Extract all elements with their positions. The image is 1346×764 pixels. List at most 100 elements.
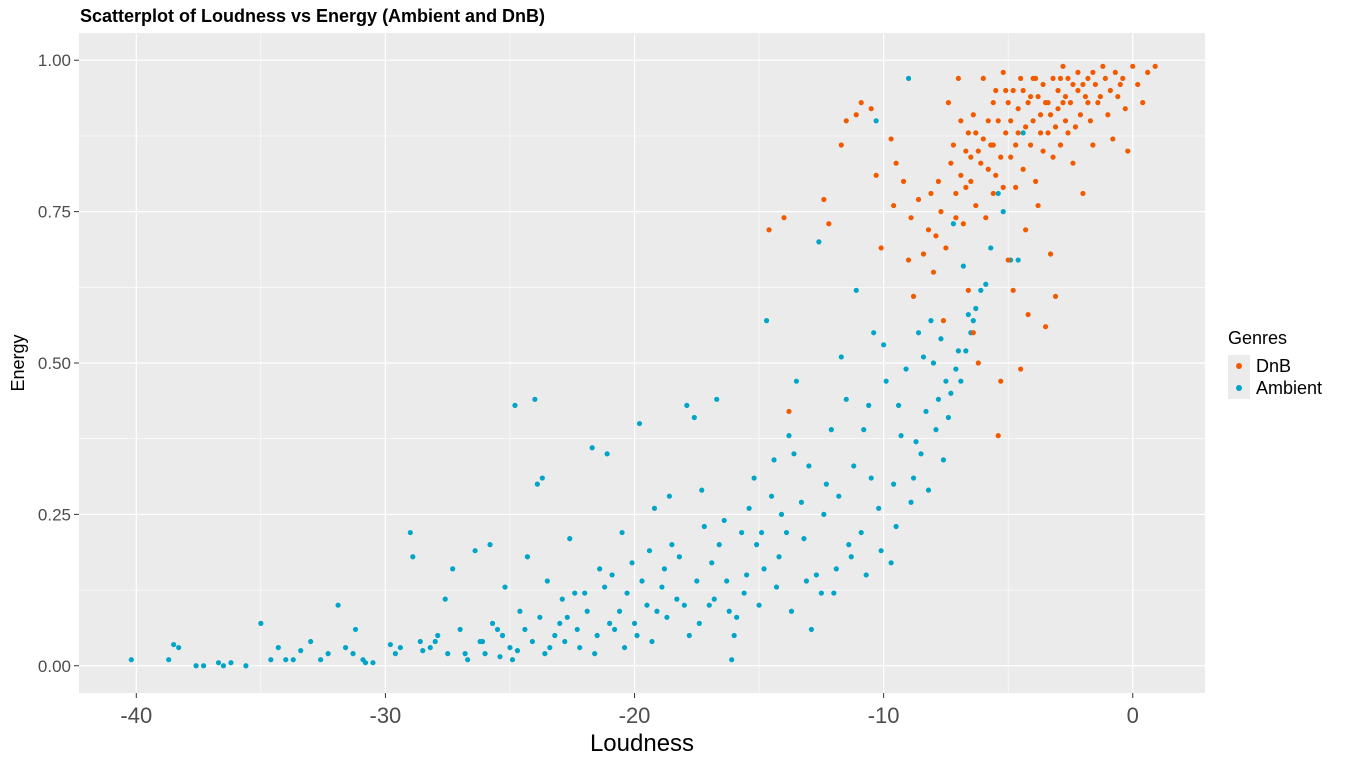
point-dnb — [1062, 93, 1069, 100]
point-ambient — [258, 620, 264, 626]
point-dnb — [1015, 130, 1021, 136]
point-dnb — [1105, 112, 1111, 118]
point-dnb — [1090, 142, 1096, 148]
point-ambient — [786, 433, 792, 439]
point-ambient — [445, 651, 451, 657]
point-ambient — [604, 451, 610, 457]
point-ambient — [522, 626, 528, 633]
point-ambient — [193, 663, 199, 669]
point-dnb — [908, 215, 914, 221]
point-ambient — [881, 342, 887, 348]
point-dnb — [1087, 118, 1094, 124]
point-ambient — [751, 475, 757, 481]
point-dnb — [1097, 93, 1103, 100]
point-ambient — [978, 287, 984, 293]
point-ambient — [674, 596, 680, 602]
point-ambient — [612, 626, 618, 633]
point-dnb — [1023, 227, 1029, 233]
point-ambient — [243, 663, 249, 669]
point-dnb — [1055, 87, 1061, 94]
point-dnb — [970, 112, 976, 118]
point-dnb — [1050, 75, 1056, 82]
point-dnb — [965, 130, 971, 136]
point-ambient — [268, 657, 274, 663]
point-dnb — [1057, 142, 1064, 148]
point-ambient — [298, 648, 304, 654]
point-dnb — [1130, 63, 1136, 69]
point-dnb — [1082, 93, 1089, 100]
point-ambient — [594, 632, 600, 639]
point-ambient — [397, 644, 403, 651]
point-ambient — [477, 638, 483, 645]
point-ambient — [607, 620, 613, 626]
point-ambient — [833, 566, 839, 572]
point-dnb — [1075, 87, 1081, 94]
point-ambient — [913, 439, 919, 445]
point-dnb — [1042, 324, 1049, 330]
point-ambient — [1015, 257, 1021, 263]
point-ambient — [778, 511, 785, 517]
point-dnb — [1140, 100, 1146, 106]
point-dnb — [963, 184, 969, 190]
point-ambient — [335, 602, 341, 608]
point-ambient — [489, 620, 496, 626]
point-dnb — [978, 160, 984, 166]
point-ambient — [634, 632, 640, 639]
point-dnb — [910, 293, 917, 299]
point-ambient — [726, 608, 732, 614]
point-dnb — [1028, 93, 1034, 100]
point-ambient — [948, 390, 954, 396]
point-ambient — [407, 529, 413, 536]
point-ambient — [616, 608, 623, 614]
point-dnb — [928, 190, 934, 197]
point-ambient — [729, 657, 735, 663]
point-dnb — [1033, 75, 1039, 82]
point-dnb — [1102, 75, 1108, 82]
point-dnb — [1062, 118, 1069, 124]
point-dnb — [968, 154, 974, 160]
point-ambient — [649, 638, 655, 645]
point-ambient — [973, 305, 979, 312]
point-dnb — [1040, 148, 1046, 154]
x-tick-label: -20 — [619, 703, 651, 728]
point-ambient — [200, 663, 207, 669]
point-ambient — [290, 657, 296, 663]
point-ambient — [848, 554, 854, 560]
point-ambient — [988, 245, 994, 251]
point-ambient — [744, 572, 750, 578]
point-ambient — [166, 657, 172, 663]
point-ambient — [497, 654, 503, 660]
point-ambient — [694, 578, 700, 584]
point-ambient — [609, 572, 615, 578]
point-dnb — [973, 130, 979, 136]
point-ambient — [808, 626, 815, 633]
point-ambient — [171, 641, 177, 648]
point-ambient — [552, 632, 558, 639]
point-ambient — [758, 529, 765, 536]
point-ambient — [756, 602, 762, 608]
point-ambient — [482, 651, 488, 657]
point-ambient — [352, 626, 359, 633]
point-ambient — [584, 608, 590, 614]
point-dnb — [1025, 100, 1031, 106]
point-ambient — [666, 493, 673, 499]
point-ambient — [597, 566, 603, 572]
point-dnb — [1047, 112, 1054, 118]
point-dnb — [1067, 100, 1074, 106]
point-dnb — [1008, 154, 1014, 160]
point-ambient — [215, 660, 222, 666]
point-ambient — [943, 378, 949, 384]
y-axis: 0.00 0.25 0.50 0.75 1.00 — [38, 51, 79, 676]
point-ambient — [843, 396, 849, 402]
point-dnb — [1080, 81, 1086, 88]
point-dnb — [1042, 100, 1049, 106]
point-dnb — [1037, 130, 1044, 136]
point-dnb — [948, 160, 954, 166]
point-dnb — [1010, 287, 1016, 293]
point-dnb — [1035, 93, 1041, 100]
point-ambient — [435, 632, 441, 639]
point-ambient — [898, 433, 904, 439]
point-dnb — [945, 100, 952, 106]
point-ambient — [938, 336, 944, 342]
point-ambient — [955, 348, 961, 354]
